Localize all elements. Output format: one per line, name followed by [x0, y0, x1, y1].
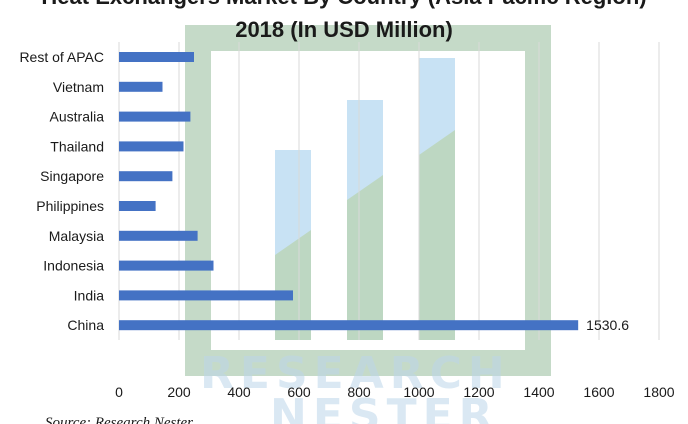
x-tick-label: 400: [227, 384, 251, 400]
x-axis-ticks: 0 200 400 600 800 1000 1200 1400 1600 1800: [115, 384, 675, 400]
category-label: Vietnam: [53, 79, 104, 95]
bar: [119, 52, 194, 62]
bar: [119, 111, 191, 122]
category-label: Singapore: [40, 168, 104, 184]
data-labels: 1530.6: [586, 317, 629, 333]
category-label: Thailand: [50, 138, 104, 154]
watermark-logo: [185, 25, 551, 376]
category-labels: Rest of APAC Vietnam Australia Thailand Sing…: [19, 49, 104, 333]
x-tick-label: 1000: [403, 384, 434, 400]
bar: [119, 260, 214, 271]
category-label: Philippines: [36, 198, 104, 214]
chart-title-line1: Heat Exchangers Market By Country (Asia …: [41, 0, 646, 9]
x-tick-label: 1600: [583, 384, 614, 400]
bar: [119, 290, 293, 301]
category-label: China: [67, 317, 104, 333]
chart-title-line2: 2018 (In USD Million): [235, 17, 453, 42]
bar: [119, 320, 579, 331]
x-tick-label: 800: [347, 384, 371, 400]
watermark-line2: NESTER: [270, 390, 499, 424]
category-label: Rest of APAC: [19, 49, 104, 65]
category-label: India: [74, 287, 105, 303]
data-label: 1530.6: [586, 317, 629, 333]
watermark: RESEARCH NESTER: [185, 25, 551, 424]
x-tick-label: 0: [115, 384, 123, 400]
x-tick-label: 1400: [523, 384, 554, 400]
bar: [119, 81, 163, 92]
x-tick-label: 600: [287, 384, 311, 400]
x-tick-label: 1200: [463, 384, 494, 400]
bar: [119, 141, 184, 152]
category-label: Indonesia: [43, 258, 104, 274]
bar: [119, 230, 198, 241]
bar: [119, 201, 156, 211]
category-label: Australia: [50, 109, 105, 125]
x-tick-label: 200: [167, 384, 191, 400]
bars: [119, 52, 579, 331]
source-note: Source: Research Nester: [45, 415, 193, 424]
category-label: Malaysia: [49, 228, 104, 244]
bar: [119, 171, 173, 182]
x-tick-label: 1800: [643, 384, 674, 400]
watermark-line1: RESEARCH: [200, 348, 511, 399]
